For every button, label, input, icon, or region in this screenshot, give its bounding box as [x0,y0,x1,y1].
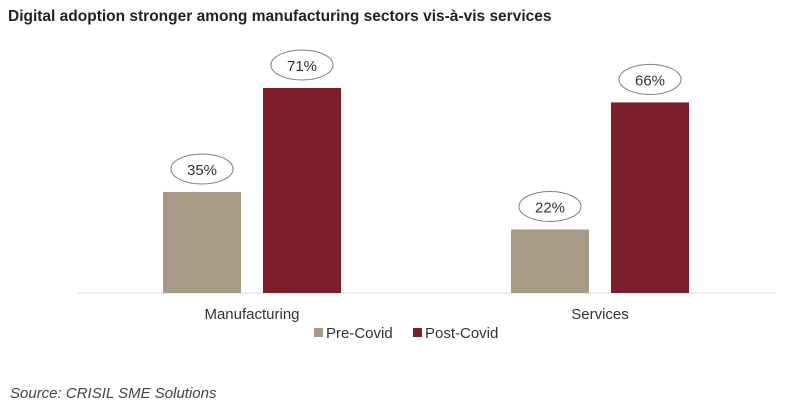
data-label-bubble [618,63,682,95]
chart-title: Digital adoption stronger among manufact… [8,8,552,25]
bar-post-covid-manufacturing [263,88,341,293]
data-label: 66% [635,72,665,89]
x-tick-label: Manufacturing [204,306,299,323]
bar-pre-covid-manufacturing [163,191,241,293]
legend-swatch [413,328,422,337]
data-label: 22% [535,199,565,216]
data-label-bubble [170,153,234,185]
legend-label: Pre-Covid [326,325,393,342]
data-label-bubble [518,190,582,222]
data-label-bubble [270,49,334,81]
legend-swatch [314,328,323,337]
legend-label: Post-Covid [425,325,498,342]
source-note: Source: CRISIL SME Solutions [10,385,217,402]
data-label: 35% [187,162,217,179]
bar-post-covid-services [611,102,689,294]
bar-pre-covid-services [511,229,589,293]
x-tick-label: Services [571,306,629,323]
data-label: 71% [287,58,317,75]
